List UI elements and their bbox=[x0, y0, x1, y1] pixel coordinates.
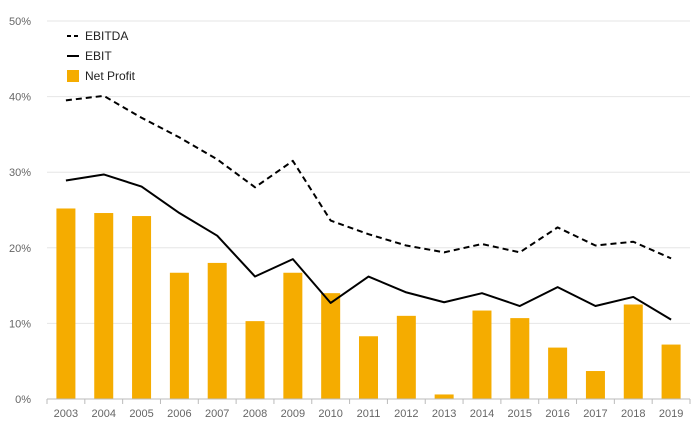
legend-swatch bbox=[67, 70, 79, 82]
legend-label: EBITDA bbox=[85, 29, 128, 43]
bar bbox=[434, 394, 454, 399]
bar bbox=[321, 293, 341, 399]
y-tick-label: 50% bbox=[9, 16, 31, 28]
bar bbox=[548, 347, 568, 399]
x-tick-label: 2018 bbox=[621, 408, 645, 420]
x-tick-label: 2015 bbox=[508, 408, 532, 420]
legend: EBITDA EBIT Net Profit bbox=[67, 29, 136, 83]
bar bbox=[359, 336, 378, 399]
x-tick-label: 2016 bbox=[545, 408, 569, 420]
bar bbox=[472, 310, 492, 399]
line-ebit bbox=[65, 173, 672, 321]
x-tick-label: 2004 bbox=[91, 408, 115, 420]
y-tick-label: 20% bbox=[9, 243, 31, 255]
bar bbox=[207, 262, 227, 399]
bar bbox=[585, 371, 605, 399]
x-tick-label: 2014 bbox=[470, 408, 494, 420]
y-axis: 0% 10% 20% 30% 40% 50% bbox=[9, 16, 31, 406]
x-tick-label: 2017 bbox=[583, 408, 607, 420]
x-tick-label: 2010 bbox=[318, 408, 342, 420]
bar bbox=[661, 344, 681, 399]
line-series bbox=[65, 94, 672, 321]
x-axis: 2003 2004 2005 2006 2007 2008 2009 2010 2011 2012… bbox=[46, 399, 691, 420]
x-tick-label: 2007 bbox=[205, 408, 229, 420]
bar bbox=[396, 315, 416, 399]
x-tick-label: 2013 bbox=[432, 408, 456, 420]
bar bbox=[510, 318, 530, 399]
x-tick-label: 2006 bbox=[167, 408, 191, 420]
y-tick-label: 40% bbox=[9, 92, 31, 104]
y-tick-label: 30% bbox=[9, 167, 31, 179]
bar bbox=[56, 208, 76, 399]
bar bbox=[283, 272, 303, 399]
bar-series-net-profit bbox=[56, 208, 681, 399]
bar bbox=[169, 272, 189, 399]
y-tick-label: 10% bbox=[9, 318, 31, 330]
x-tick-label: 2003 bbox=[54, 408, 78, 420]
x-tick-label: 2009 bbox=[281, 408, 305, 420]
x-tick-label: 2005 bbox=[129, 408, 153, 420]
bar bbox=[623, 304, 643, 399]
x-tick-label: 2012 bbox=[394, 408, 418, 420]
line-ebitda bbox=[65, 94, 672, 260]
bar bbox=[245, 321, 265, 399]
x-tick-label: 2008 bbox=[243, 408, 267, 420]
y-tick-label: 0% bbox=[15, 394, 31, 406]
gridlines bbox=[47, 20, 690, 324]
bar bbox=[94, 213, 114, 399]
bar bbox=[132, 216, 152, 399]
x-tick-label: 2019 bbox=[659, 408, 683, 420]
x-tick-label: 2011 bbox=[357, 408, 381, 420]
legend-label: Net Profit bbox=[85, 69, 136, 83]
legend-label: EBIT bbox=[85, 49, 112, 63]
